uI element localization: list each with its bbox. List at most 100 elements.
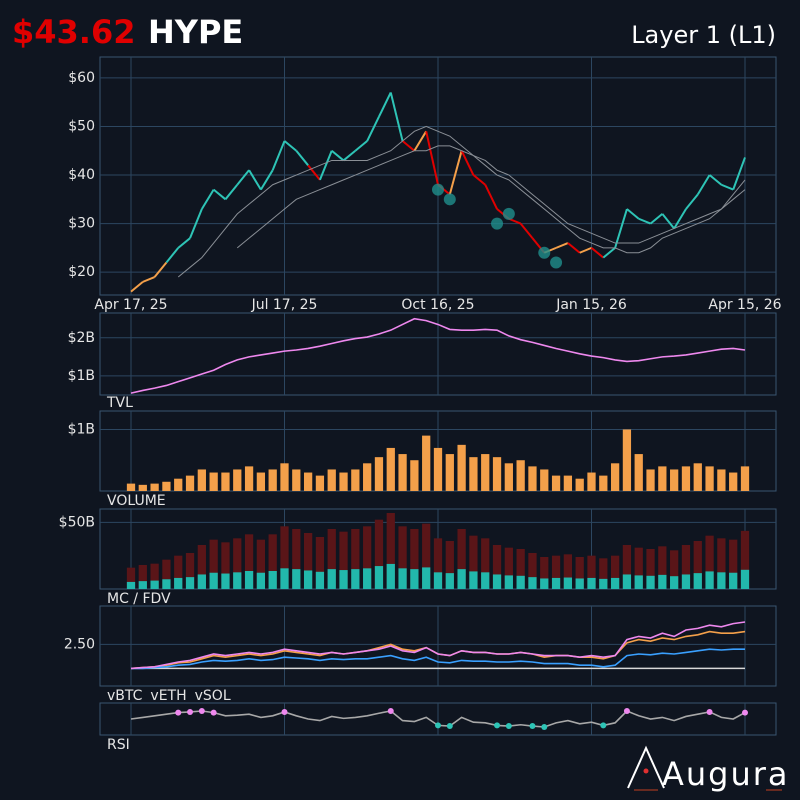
- signal-marker: [550, 256, 563, 269]
- bar: [351, 469, 360, 491]
- price-segment: [425, 131, 439, 185]
- bar: [717, 572, 726, 589]
- bar: [705, 571, 714, 589]
- bar: [174, 478, 183, 491]
- price-segment: [378, 92, 392, 118]
- bar: [268, 469, 277, 491]
- price-segment: [177, 237, 191, 249]
- bar: [162, 481, 171, 491]
- bar: [138, 484, 147, 491]
- bar: [658, 466, 667, 491]
- bar: [363, 568, 372, 589]
- signal-marker: [491, 217, 504, 230]
- bar: [339, 531, 348, 589]
- bar: [587, 577, 596, 589]
- price-segment: [283, 140, 297, 152]
- bar: [433, 572, 443, 589]
- bar: [433, 538, 443, 589]
- rsi-dot: [742, 709, 748, 716]
- bar: [445, 541, 454, 589]
- series-line: [177, 125, 746, 278]
- bar: [634, 575, 643, 589]
- bar: [717, 538, 726, 589]
- bar: [610, 577, 620, 589]
- logo-dot: [643, 768, 649, 774]
- bar: [658, 574, 667, 589]
- bar: [363, 526, 372, 589]
- y-tick-label: $50: [68, 118, 95, 134]
- y-tick-label: $1B: [68, 368, 95, 384]
- bar: [244, 534, 254, 589]
- price-segment: [413, 130, 428, 152]
- rsi-dot: [210, 709, 217, 716]
- price: $43.62: [12, 13, 135, 51]
- bar: [256, 539, 266, 589]
- bar: [410, 460, 419, 491]
- bar: [315, 475, 325, 491]
- bar: [363, 463, 372, 491]
- bar: [339, 472, 348, 491]
- rsi-dot: [623, 708, 630, 714]
- bar: [150, 483, 159, 491]
- bar: [563, 554, 573, 589]
- bar: [244, 571, 254, 589]
- legend-entry: vSOL: [195, 688, 231, 704]
- bar: [268, 534, 277, 589]
- bar: [457, 529, 466, 589]
- legend-entry: vETH: [150, 688, 186, 704]
- bar: [551, 555, 561, 589]
- bar: [693, 573, 702, 589]
- rsi-dot: [387, 708, 394, 714]
- bar: [469, 457, 478, 491]
- x-tick-label: Jul 17, 25: [251, 297, 318, 313]
- bar: [693, 463, 702, 491]
- price-segment: [366, 116, 380, 142]
- price-segment: [260, 169, 274, 191]
- price-segment: [638, 217, 651, 225]
- bar: [374, 566, 384, 589]
- bar: [410, 569, 419, 589]
- price-segment: [307, 164, 321, 181]
- price-segment: [248, 169, 262, 191]
- bar: [705, 466, 714, 491]
- bar: [457, 444, 466, 491]
- price-segment: [389, 92, 404, 142]
- bar: [398, 526, 407, 589]
- bar: [622, 574, 632, 589]
- bar: [433, 447, 443, 491]
- price-segment: [331, 149, 345, 162]
- x-tick-label: Apr 17, 25: [94, 297, 167, 313]
- price-segment: [472, 174, 486, 186]
- bar: [599, 558, 608, 589]
- y-tick-label: $1B: [68, 421, 95, 437]
- bar: [492, 457, 502, 491]
- bar: [327, 469, 336, 491]
- bar: [528, 553, 537, 589]
- price-segment: [590, 247, 604, 259]
- bar: [138, 565, 147, 589]
- price-segment: [696, 174, 711, 195]
- bar: [303, 472, 313, 491]
- rsi-dot: [198, 708, 205, 714]
- bar: [622, 429, 632, 491]
- rsi-dot: [505, 723, 512, 730]
- rsi-dot: [706, 708, 713, 715]
- price-segment: [484, 184, 498, 210]
- price-segment: [602, 247, 616, 259]
- bar: [233, 469, 242, 491]
- bar: [162, 579, 171, 589]
- price-segment: [685, 193, 699, 210]
- bar: [162, 559, 171, 589]
- bar: [717, 469, 726, 491]
- bar: [445, 454, 454, 491]
- bar: [315, 537, 325, 589]
- bar: [174, 555, 183, 589]
- bar: [528, 577, 537, 589]
- bar: [339, 570, 348, 589]
- bar: [197, 545, 206, 589]
- bar: [587, 472, 596, 491]
- bar: [398, 454, 407, 491]
- signal-marker: [432, 183, 444, 196]
- bar: [410, 529, 419, 589]
- bar: [575, 578, 584, 589]
